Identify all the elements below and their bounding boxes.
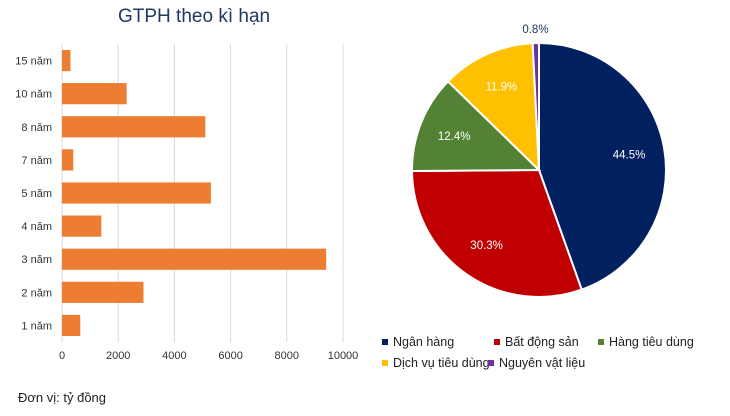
x-tick-label: 8000 <box>275 350 299 362</box>
x-tick-label: 6000 <box>218 350 242 362</box>
bar <box>62 149 74 171</box>
legend-swatch <box>382 339 388 345</box>
bar <box>62 116 206 138</box>
legend-label: Bất động sản <box>505 335 579 349</box>
bar <box>62 281 144 303</box>
x-tick-label: 2000 <box>106 350 130 362</box>
y-tick-label: 5 năm <box>21 188 52 200</box>
x-tick-label: 4000 <box>162 350 186 362</box>
pie-data-label: 0.8% <box>522 24 548 36</box>
legend-swatch <box>494 339 500 345</box>
legend-swatch <box>382 360 388 366</box>
legend-swatch <box>488 360 494 366</box>
pie-data-label: 11.9% <box>485 82 517 94</box>
legend-swatch <box>598 339 604 345</box>
legend-label: Nguyên vật liệu <box>499 356 585 370</box>
legend-label: Ngân hàng <box>393 335 454 349</box>
pie-slice <box>446 42 541 173</box>
bar <box>62 248 327 270</box>
y-tick-label: 15 năm <box>15 56 52 68</box>
bar <box>62 49 71 72</box>
x-tick-label: 10000 <box>328 350 359 362</box>
bar <box>62 314 81 337</box>
pie-data-label: 44.5% <box>613 149 646 161</box>
bar <box>62 83 127 105</box>
pie-slice <box>411 79 542 173</box>
pie-slice <box>538 41 667 291</box>
bar <box>62 182 211 204</box>
x-tick-label: 0 <box>59 350 65 362</box>
pie-data-label: 12.4% <box>438 131 471 143</box>
bar <box>62 215 102 237</box>
y-tick-label: 7 năm <box>21 155 52 167</box>
bar-chart-title: GTPH theo kì hạn <box>118 6 271 27</box>
pie-data-label: 30.3% <box>470 240 503 252</box>
pie-slice <box>531 41 540 171</box>
y-tick-label: 1 năm <box>21 320 52 332</box>
y-tick-label: 4 năm <box>21 221 52 233</box>
legend-label: Hàng tiêu dùng <box>609 335 694 349</box>
y-tick-label: 2 năm <box>21 287 52 299</box>
unit-note: Đơn vị: tỷ đồng <box>18 390 107 405</box>
y-tick-label: 10 năm <box>15 89 52 101</box>
legend-label: Dịch vụ tiêu dùng <box>393 356 490 370</box>
pie-slice <box>410 168 583 298</box>
y-tick-label: 3 năm <box>21 254 52 266</box>
y-tick-label: 8 năm <box>21 122 52 134</box>
